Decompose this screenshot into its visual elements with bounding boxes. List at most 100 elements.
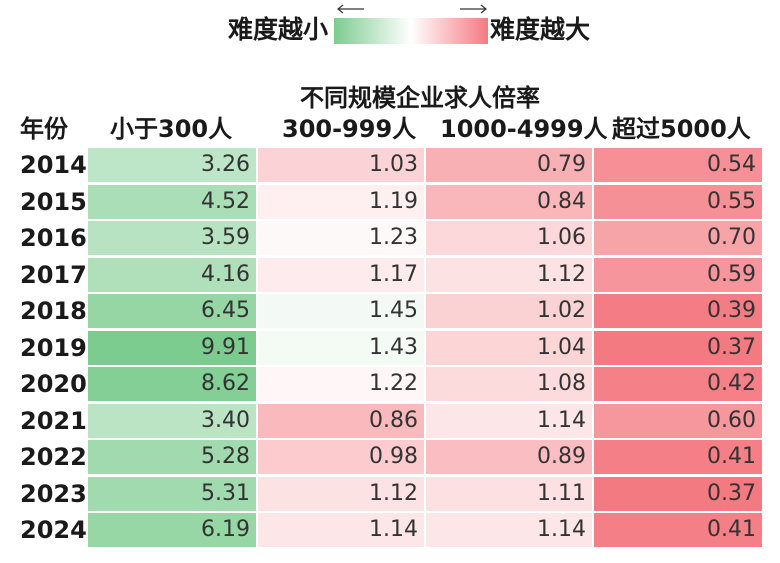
heatmap-cell: 0.39 <box>594 294 762 328</box>
heatmap-cell: 1.23 <box>258 221 424 255</box>
row-label-year: 2015 <box>20 187 87 216</box>
cell-value: 1.19 <box>369 188 418 214</box>
legend-easy-label: 难度越小 <box>228 15 329 44</box>
heatmap-cell: 1.45 <box>258 294 424 328</box>
heatmap-cell: 0.89 <box>426 440 592 474</box>
cell-value: 9.91 <box>201 334 250 360</box>
cell-value: 1.04 <box>537 334 586 360</box>
cell-value: 1.06 <box>537 225 586 250</box>
heatmap-cell: 0.86 <box>258 403 424 438</box>
color-legend: 难度越小 难度越大 <box>0 0 780 60</box>
heatmap-cell: 0.70 <box>594 221 762 255</box>
heatmap-cell: 1.06 <box>426 221 592 255</box>
heatmap-cell: 1.04 <box>426 330 592 365</box>
cell-value: 6.19 <box>201 517 250 542</box>
row-label-year: 2024 <box>20 516 87 544</box>
heatmap-cell: 0.41 <box>594 513 762 547</box>
cell-value: 1.14 <box>537 407 586 433</box>
heatmap-cell: 3.40 <box>88 403 256 438</box>
row-label-year: 2019 <box>20 333 87 362</box>
cell-value: 3.26 <box>201 152 250 177</box>
cell-value: 4.52 <box>201 188 250 214</box>
cell-value: 4.16 <box>201 261 250 287</box>
heatmap-cell: 5.28 <box>88 440 256 474</box>
cell-value: 1.08 <box>537 371 586 396</box>
heatmap-cell: 1.43 <box>258 330 424 365</box>
heatmap-cell: 3.59 <box>88 221 256 255</box>
left-arrow-icon <box>337 4 364 14</box>
heatmap-cell: 1.11 <box>426 476 592 511</box>
heatmap-cell: 4.16 <box>88 257 256 292</box>
cell-value: 5.28 <box>201 444 250 469</box>
cell-value: 1.12 <box>537 261 586 287</box>
cell-value: 0.41 <box>707 517 756 542</box>
column-header: 300-999人 <box>282 115 417 143</box>
row-label-year: 2020 <box>20 370 87 398</box>
column-header: 小于300人 <box>110 115 233 143</box>
cell-value: 0.79 <box>537 152 586 177</box>
row-label-year: 2021 <box>20 406 87 435</box>
row-label-year: 2017 <box>20 260 87 289</box>
cell-value: 0.60 <box>707 407 756 433</box>
cell-value: 1.11 <box>537 480 586 506</box>
row-label-year: 2022 <box>20 443 87 471</box>
cell-value: 1.02 <box>537 298 586 323</box>
heatmap-cell: 1.14 <box>258 513 424 547</box>
heatmap-cell: 0.98 <box>258 440 424 474</box>
cell-value: 8.62 <box>201 371 250 396</box>
cell-value: 1.12 <box>369 480 418 506</box>
cell-value: 1.22 <box>369 371 418 396</box>
heatmap-cell: 9.91 <box>88 330 256 365</box>
heatmap-cell: 6.19 <box>88 513 256 547</box>
heatmap-cell: 0.54 <box>594 148 762 182</box>
heatmap-cell: 1.03 <box>258 148 424 182</box>
cell-value: 1.23 <box>369 225 418 250</box>
cell-value: 0.59 <box>707 261 756 287</box>
row-label-year: 2016 <box>20 224 87 252</box>
row-label-year: 2018 <box>20 297 87 325</box>
cell-value: 1.14 <box>537 517 586 542</box>
heatmap-cell: 0.37 <box>594 476 762 511</box>
cell-value: 0.42 <box>707 371 756 396</box>
right-arrow-icon <box>460 4 487 14</box>
heatmap-cell: 0.59 <box>594 257 762 292</box>
cell-value: 5.31 <box>201 480 250 506</box>
legend-hard-label: 难度越大 <box>490 15 591 44</box>
heatmap-cell: 1.12 <box>426 257 592 292</box>
cell-value: 3.40 <box>201 407 250 433</box>
cell-value: 0.98 <box>369 444 418 469</box>
cell-value: 0.70 <box>707 225 756 250</box>
heatmap-cell: 1.02 <box>426 294 592 328</box>
cell-value: 0.39 <box>707 298 756 323</box>
heatmap-cell: 1.22 <box>258 367 424 401</box>
row-header-year: 年份 <box>20 115 68 143</box>
cell-value: 0.84 <box>537 188 586 214</box>
heatmap-cell: 0.42 <box>594 367 762 401</box>
legend-gradient-bar <box>334 18 488 44</box>
heatmap-cell: 6.45 <box>88 294 256 328</box>
heatmap-cell: 0.84 <box>426 184 592 219</box>
cell-value: 0.54 <box>707 152 756 177</box>
column-header: 超过5000人 <box>612 115 751 143</box>
cell-value: 1.17 <box>369 261 418 287</box>
heatmap-cell: 3.26 <box>88 148 256 182</box>
heatmap-cell: 5.31 <box>88 476 256 511</box>
heatmap-cell: 1.17 <box>258 257 424 292</box>
row-label-year: 2023 <box>20 479 87 508</box>
cell-value: 0.37 <box>707 480 756 506</box>
heatmap-cell: 1.14 <box>426 403 592 438</box>
cell-value: 6.45 <box>201 298 250 323</box>
heatmap-cell: 0.60 <box>594 403 762 438</box>
heatmap-cell: 1.19 <box>258 184 424 219</box>
column-header: 1000-4999人 <box>440 115 608 143</box>
cell-value: 1.43 <box>369 334 418 360</box>
cell-value: 0.55 <box>707 188 756 214</box>
heatmap-cell: 4.52 <box>88 184 256 219</box>
row-label-year: 2014 <box>20 151 87 179</box>
cell-value: 1.03 <box>369 152 418 177</box>
cell-value: 0.37 <box>707 334 756 360</box>
heatmap-cell: 0.41 <box>594 440 762 474</box>
heatmap-cell: 1.14 <box>426 513 592 547</box>
heatmap-cell: 1.12 <box>258 476 424 511</box>
cell-value: 3.59 <box>201 225 250 250</box>
